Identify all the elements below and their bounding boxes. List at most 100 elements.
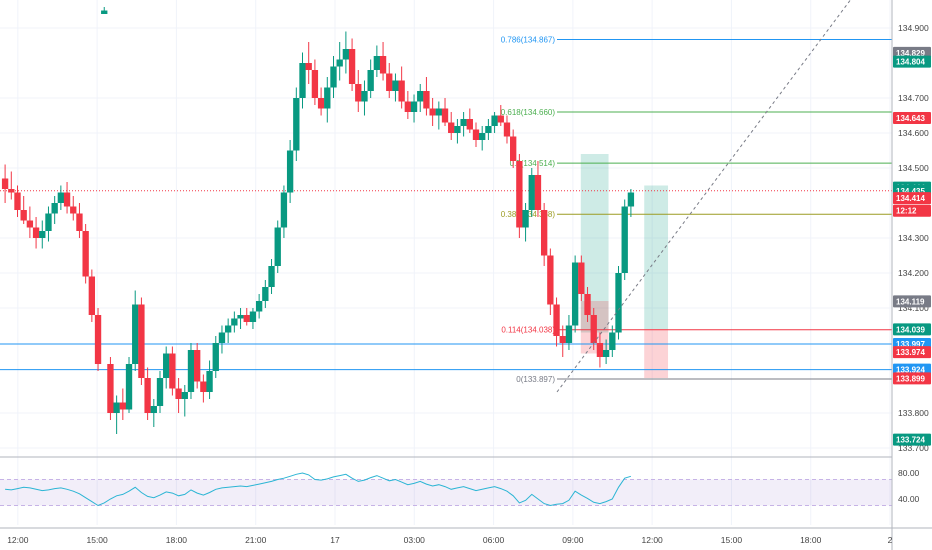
candle xyxy=(187,343,195,399)
candle xyxy=(293,87,300,161)
candle-body xyxy=(590,315,597,343)
horizontal-lines[interactable] xyxy=(0,190,892,371)
candle-body xyxy=(578,262,585,294)
price-tag-box xyxy=(893,192,931,205)
trend-line[interactable] xyxy=(556,0,851,393)
candle-body xyxy=(268,266,275,287)
candle-body xyxy=(181,392,188,399)
candle xyxy=(51,196,58,224)
candle xyxy=(435,101,442,130)
candle xyxy=(410,94,418,123)
candle-body xyxy=(57,192,65,203)
candle xyxy=(280,185,288,238)
candle-body xyxy=(249,311,257,322)
candle xyxy=(485,119,492,140)
candle-body xyxy=(169,353,176,389)
candle xyxy=(175,378,182,413)
candle-body xyxy=(187,350,195,392)
candle-body xyxy=(218,332,226,343)
candle xyxy=(20,196,27,224)
candle-body xyxy=(45,213,52,231)
price-axis-background xyxy=(892,0,932,550)
candle xyxy=(615,266,622,340)
time-tick-label: 21:00 xyxy=(245,535,267,545)
candle-body xyxy=(1,178,9,189)
candle-body xyxy=(324,87,331,109)
candle-body xyxy=(503,122,511,137)
price-tag-text: 12:12 xyxy=(896,207,917,216)
price-tag: 133.974 xyxy=(893,346,931,359)
price-tag: 134.039 xyxy=(893,323,931,336)
candle-body xyxy=(255,301,263,312)
time-tick-label: 03:00 xyxy=(404,535,426,545)
candle xyxy=(32,217,40,249)
candle xyxy=(417,84,424,112)
candle xyxy=(392,73,399,102)
candle xyxy=(491,112,498,133)
candle xyxy=(503,115,511,144)
candle-body xyxy=(448,122,455,133)
candle-body xyxy=(516,161,523,228)
candle xyxy=(231,311,238,333)
candle xyxy=(76,203,83,238)
price-tag-box xyxy=(893,323,931,336)
candle-body xyxy=(63,192,71,207)
candle-body xyxy=(540,210,548,256)
price-tag-box xyxy=(893,111,931,124)
time-tick-label: 12:00 xyxy=(7,535,29,545)
candle-body xyxy=(410,101,418,112)
candle xyxy=(8,171,15,200)
candle-body xyxy=(175,388,182,399)
candle xyxy=(386,63,393,98)
candle xyxy=(510,129,517,168)
candle-body xyxy=(534,175,542,210)
candle xyxy=(14,185,21,217)
price-tick-label: 134.200 xyxy=(898,268,929,278)
candle-body xyxy=(429,108,436,116)
candle-body xyxy=(379,56,387,74)
price-tag: 134.414 xyxy=(893,192,931,205)
candle xyxy=(528,168,535,217)
candle xyxy=(138,297,145,385)
candle xyxy=(342,31,350,74)
candle xyxy=(584,287,591,322)
candle-body xyxy=(14,192,21,210)
candle xyxy=(460,112,467,137)
price-tick-label: 134.500 xyxy=(898,163,929,173)
position-zone[interactable] xyxy=(644,185,669,330)
candle xyxy=(423,77,430,116)
price-tag: 12:12 xyxy=(893,204,931,217)
candle xyxy=(119,388,126,420)
candle xyxy=(70,196,77,221)
candle-body xyxy=(20,210,27,221)
candle-body xyxy=(39,231,46,238)
candle xyxy=(39,220,46,249)
candle xyxy=(522,203,529,242)
candle-body xyxy=(336,59,343,67)
price-tag-text: 133.899 xyxy=(896,374,925,383)
candle xyxy=(348,38,356,91)
candle-body xyxy=(305,63,312,70)
candle xyxy=(156,371,164,413)
candle-body xyxy=(485,126,492,133)
candle xyxy=(262,280,269,308)
candle xyxy=(609,325,616,357)
dashed-trend-line[interactable] xyxy=(556,0,851,393)
position-zone[interactable] xyxy=(644,329,669,378)
candle xyxy=(559,325,566,357)
candle-body xyxy=(113,402,120,413)
candle-body xyxy=(262,287,269,301)
candle xyxy=(125,357,133,413)
candle xyxy=(94,308,102,371)
candle xyxy=(547,248,554,315)
candle-body xyxy=(479,133,486,140)
rsi-band xyxy=(0,479,892,506)
price-tag-text: 134.435 xyxy=(896,187,925,196)
candle-body xyxy=(510,136,517,161)
candle-body xyxy=(150,406,157,413)
candle xyxy=(144,367,151,420)
price-tag-text: 134.414 xyxy=(896,194,925,203)
candle xyxy=(621,199,628,280)
candle-body xyxy=(224,325,232,333)
